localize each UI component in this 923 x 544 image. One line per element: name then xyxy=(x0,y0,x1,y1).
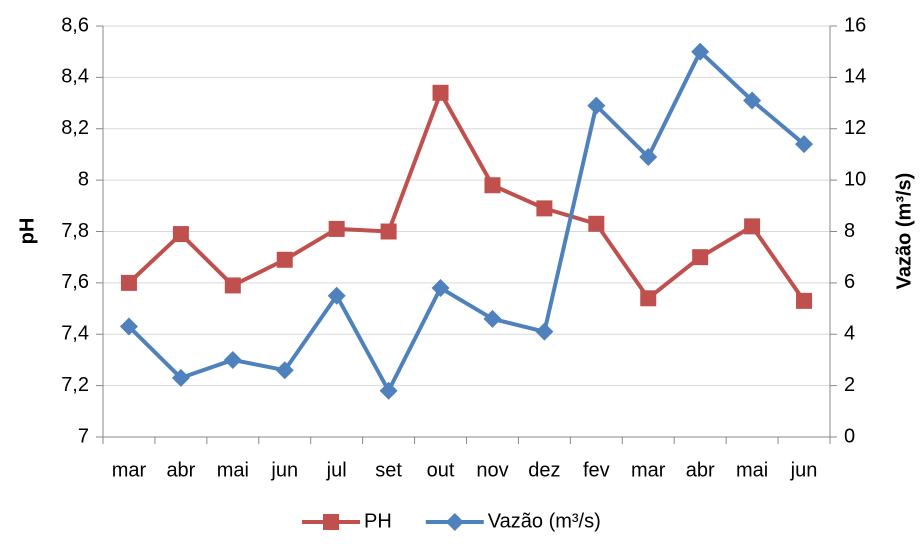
y-tick-label: 7,2 xyxy=(61,374,89,396)
point xyxy=(171,368,190,387)
x-tick-label: set xyxy=(375,459,402,481)
x-tick-label: jun xyxy=(270,459,298,481)
point xyxy=(640,290,657,307)
x-tick-label: fev xyxy=(583,459,610,481)
series xyxy=(119,42,814,400)
x-tick-label: jul xyxy=(326,459,347,481)
point xyxy=(276,251,293,268)
series-line xyxy=(127,49,806,393)
y-tick-label: 7 xyxy=(78,425,89,447)
x-tick-label: mai xyxy=(736,459,768,481)
y2-tick-label: 4 xyxy=(844,323,855,345)
x-tick-label: jun xyxy=(790,459,818,481)
y-tick-label: 7,4 xyxy=(61,323,89,345)
point xyxy=(639,148,658,167)
point xyxy=(588,215,605,232)
point xyxy=(223,350,242,369)
point xyxy=(119,317,138,336)
y2-tick-label: 8 xyxy=(844,220,855,242)
x-tick-label: abr xyxy=(686,459,715,481)
y2-tick-label: 2 xyxy=(844,374,855,396)
point xyxy=(795,135,814,154)
legend-marker xyxy=(445,513,464,531)
point xyxy=(224,277,241,294)
y-axis-title: pH xyxy=(16,218,38,245)
x-tick-label: out xyxy=(427,459,455,481)
point xyxy=(328,220,345,237)
point xyxy=(380,223,397,240)
point xyxy=(172,226,189,243)
x-tick-label: mar xyxy=(631,459,666,481)
y-tick-label: 8,4 xyxy=(61,66,89,88)
point xyxy=(432,84,449,101)
point xyxy=(587,96,606,115)
y2-tick-label: 12 xyxy=(844,117,866,139)
y-tick-label: 8,2 xyxy=(61,117,89,139)
point xyxy=(535,322,554,341)
point xyxy=(275,361,294,380)
legend-marker xyxy=(323,514,339,530)
point xyxy=(120,274,137,291)
legend-label: PH xyxy=(364,510,392,532)
point xyxy=(744,218,761,235)
point xyxy=(536,200,553,217)
y2-tick-label: 6 xyxy=(844,271,855,293)
point xyxy=(691,42,710,61)
series-line xyxy=(127,90,806,302)
point xyxy=(327,286,346,305)
point xyxy=(692,249,709,266)
x-tick-label: dez xyxy=(528,459,560,481)
x-tick-label: mar xyxy=(112,459,147,481)
y2-tick-label: 0 xyxy=(844,425,855,447)
y-tick-label: 7,6 xyxy=(61,271,89,293)
y-tick-label: 7,8 xyxy=(61,220,89,242)
legend-label: Vazão (m³/s) xyxy=(488,510,601,532)
y2-tick-label: 10 xyxy=(844,168,866,190)
x-tick-label: nov xyxy=(476,459,508,481)
point xyxy=(484,177,501,194)
y2-tick-label: 14 xyxy=(844,66,866,88)
point xyxy=(743,91,762,110)
y2-tick-label: 16 xyxy=(844,14,866,36)
y2-axis-title: Vazão (m³/s) xyxy=(893,173,915,290)
point xyxy=(796,292,813,309)
point xyxy=(379,381,398,400)
y-tick-label: 8 xyxy=(78,168,89,190)
point xyxy=(431,279,450,298)
point xyxy=(483,309,502,328)
series xyxy=(120,84,813,309)
x-tick-label: mai xyxy=(217,459,249,481)
x-tick-label: abr xyxy=(166,459,195,481)
y-tick-label: 8,6 xyxy=(61,14,89,36)
